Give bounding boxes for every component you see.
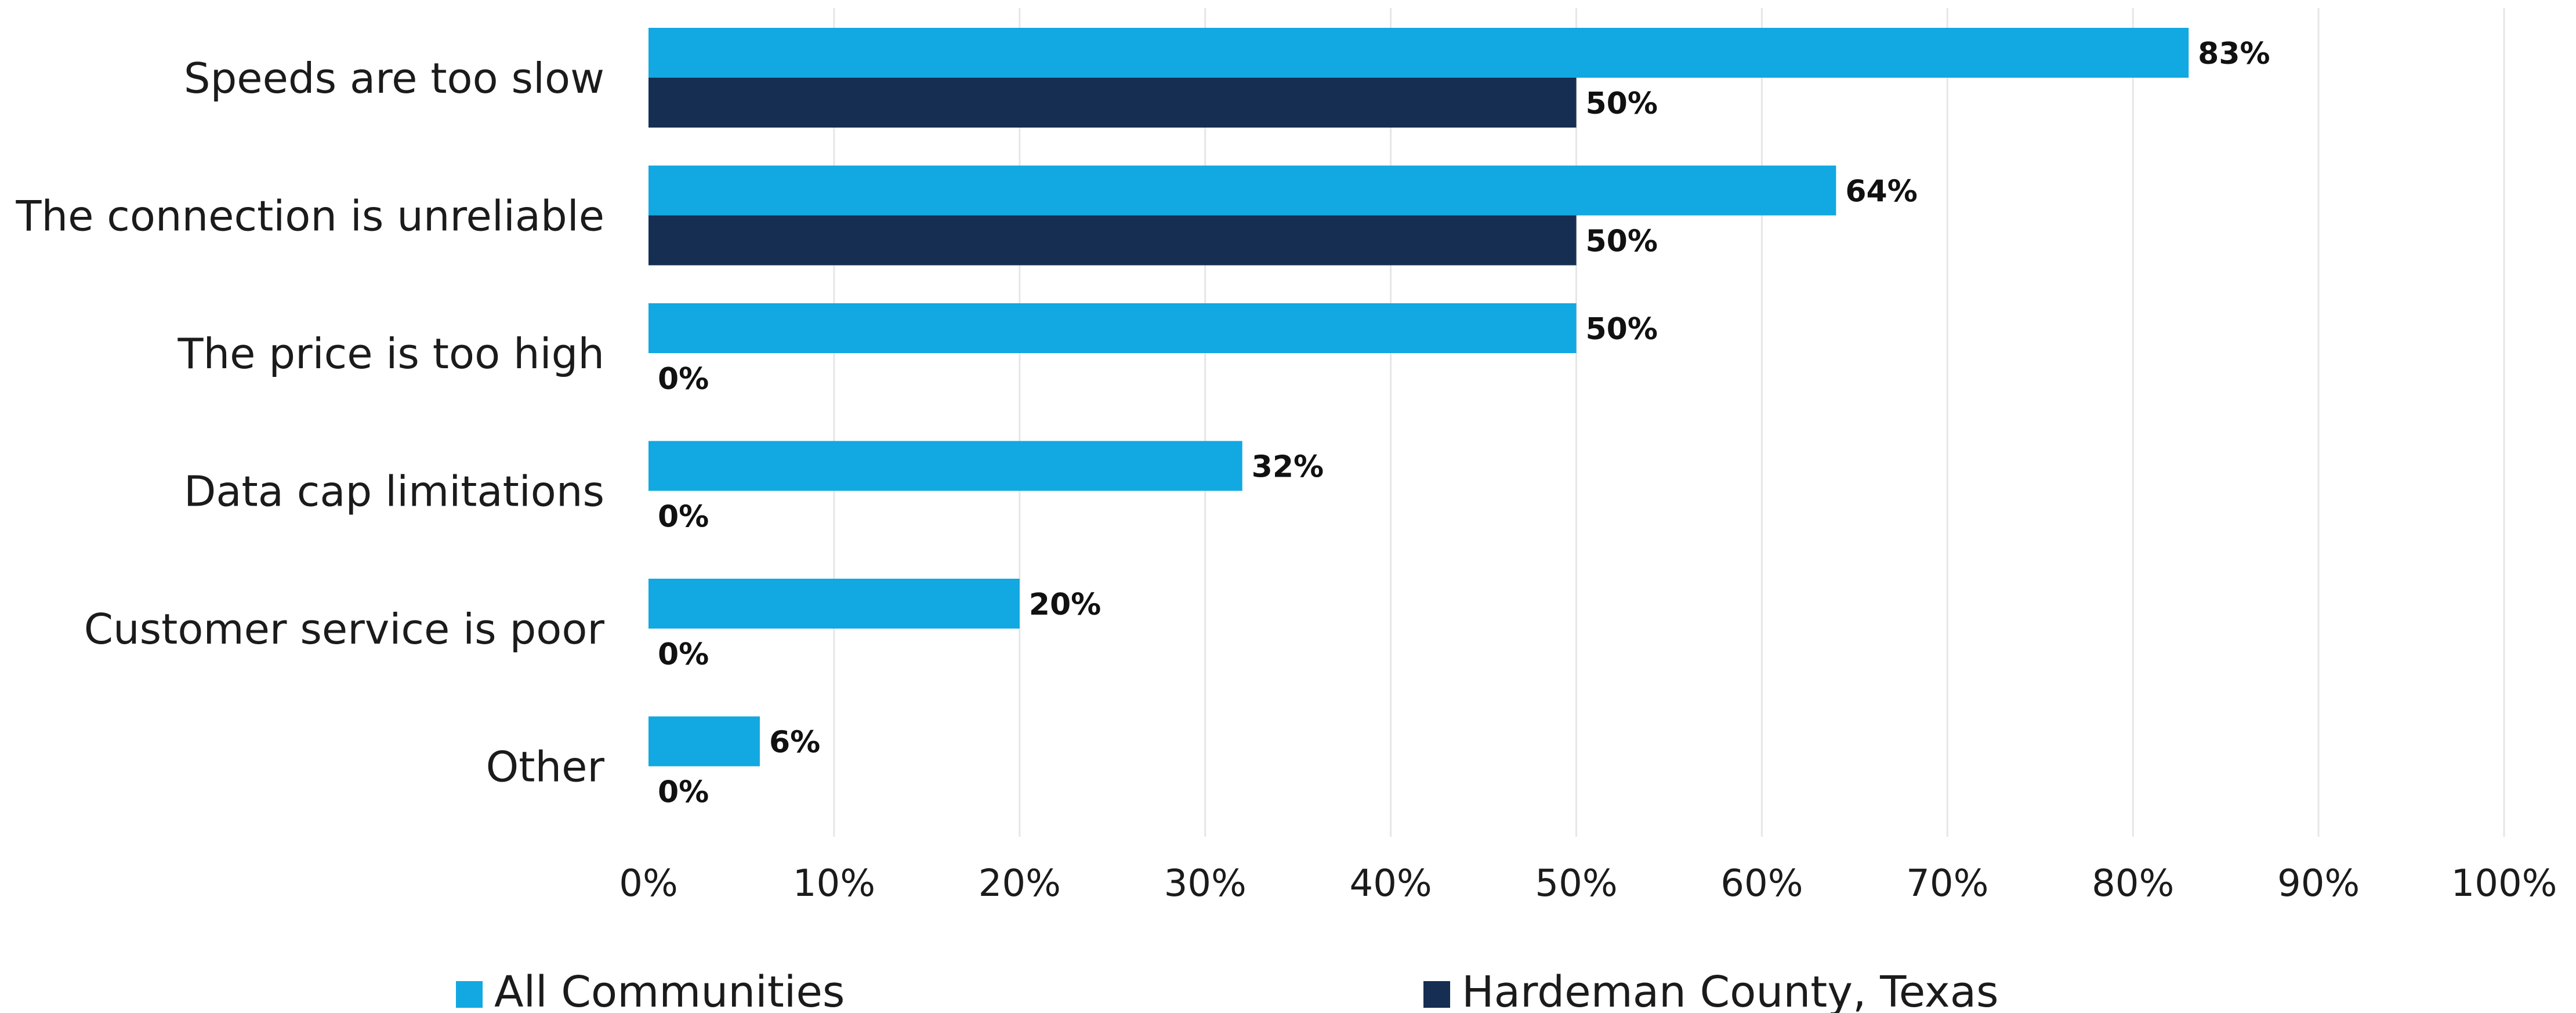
data-label: 50% [1586, 312, 1658, 347]
data-label: 0% [658, 500, 709, 535]
data-label: 20% [1029, 587, 1101, 622]
x-tick-label: 0% [619, 862, 678, 905]
x-tick-label: 70% [1906, 862, 1988, 905]
data-label: 0% [658, 637, 709, 672]
bar [648, 28, 2189, 78]
category-label: The connection is unreliable [15, 192, 604, 241]
legend-label: Hardeman County, Texas [1462, 967, 1999, 1013]
category-labels: Speeds are too slow The connection is unr… [15, 54, 604, 791]
data-label: 0% [658, 775, 709, 810]
category-label: Customer service is poor [84, 605, 605, 653]
legend: All Communities Hardeman County, Texas [456, 967, 1999, 1013]
data-labels: 83% 50% 64% 50% 50% 0% 32% 0% 20% 0% 6% 0% [658, 37, 2270, 810]
data-label: 50% [1586, 224, 1658, 259]
x-axis-tick-labels: 0% 10% 20% 30% 40% 50% 60% 70% 80% 90% 100% [619, 862, 2557, 905]
bar [648, 441, 1242, 491]
x-tick-label: 50% [1535, 862, 1617, 905]
data-label: 50% [1586, 86, 1658, 121]
category-label: The price is too high [177, 329, 604, 378]
gridlines [833, 8, 2505, 837]
category-label: Data cap limitations [184, 467, 604, 516]
legend-label: All Communities [494, 967, 845, 1013]
x-tick-label: 80% [2092, 862, 2174, 905]
bar [648, 579, 1020, 629]
x-tick-label: 30% [1164, 862, 1247, 905]
bar [648, 303, 1577, 353]
category-label: Other [486, 743, 605, 791]
legend-swatch [1423, 981, 1450, 1008]
legend-swatch [456, 981, 483, 1008]
x-tick-label: 20% [979, 862, 1061, 905]
bar [648, 78, 1577, 128]
data-label: 0% [658, 362, 709, 397]
bar [648, 165, 1836, 216]
bar [648, 716, 760, 767]
data-label: 83% [2198, 37, 2270, 71]
bars [648, 28, 2189, 767]
category-label: Speeds are too slow [184, 54, 604, 103]
x-tick-label: 100% [2451, 862, 2557, 905]
data-label: 6% [769, 725, 820, 760]
x-tick-label: 40% [1349, 862, 1432, 905]
bar [648, 215, 1577, 266]
data-label: 32% [1252, 450, 1324, 485]
data-label: 64% [1845, 175, 1917, 209]
x-tick-label: 90% [2277, 862, 2360, 905]
x-tick-label: 10% [793, 862, 875, 905]
x-tick-label: 60% [1720, 862, 1803, 905]
